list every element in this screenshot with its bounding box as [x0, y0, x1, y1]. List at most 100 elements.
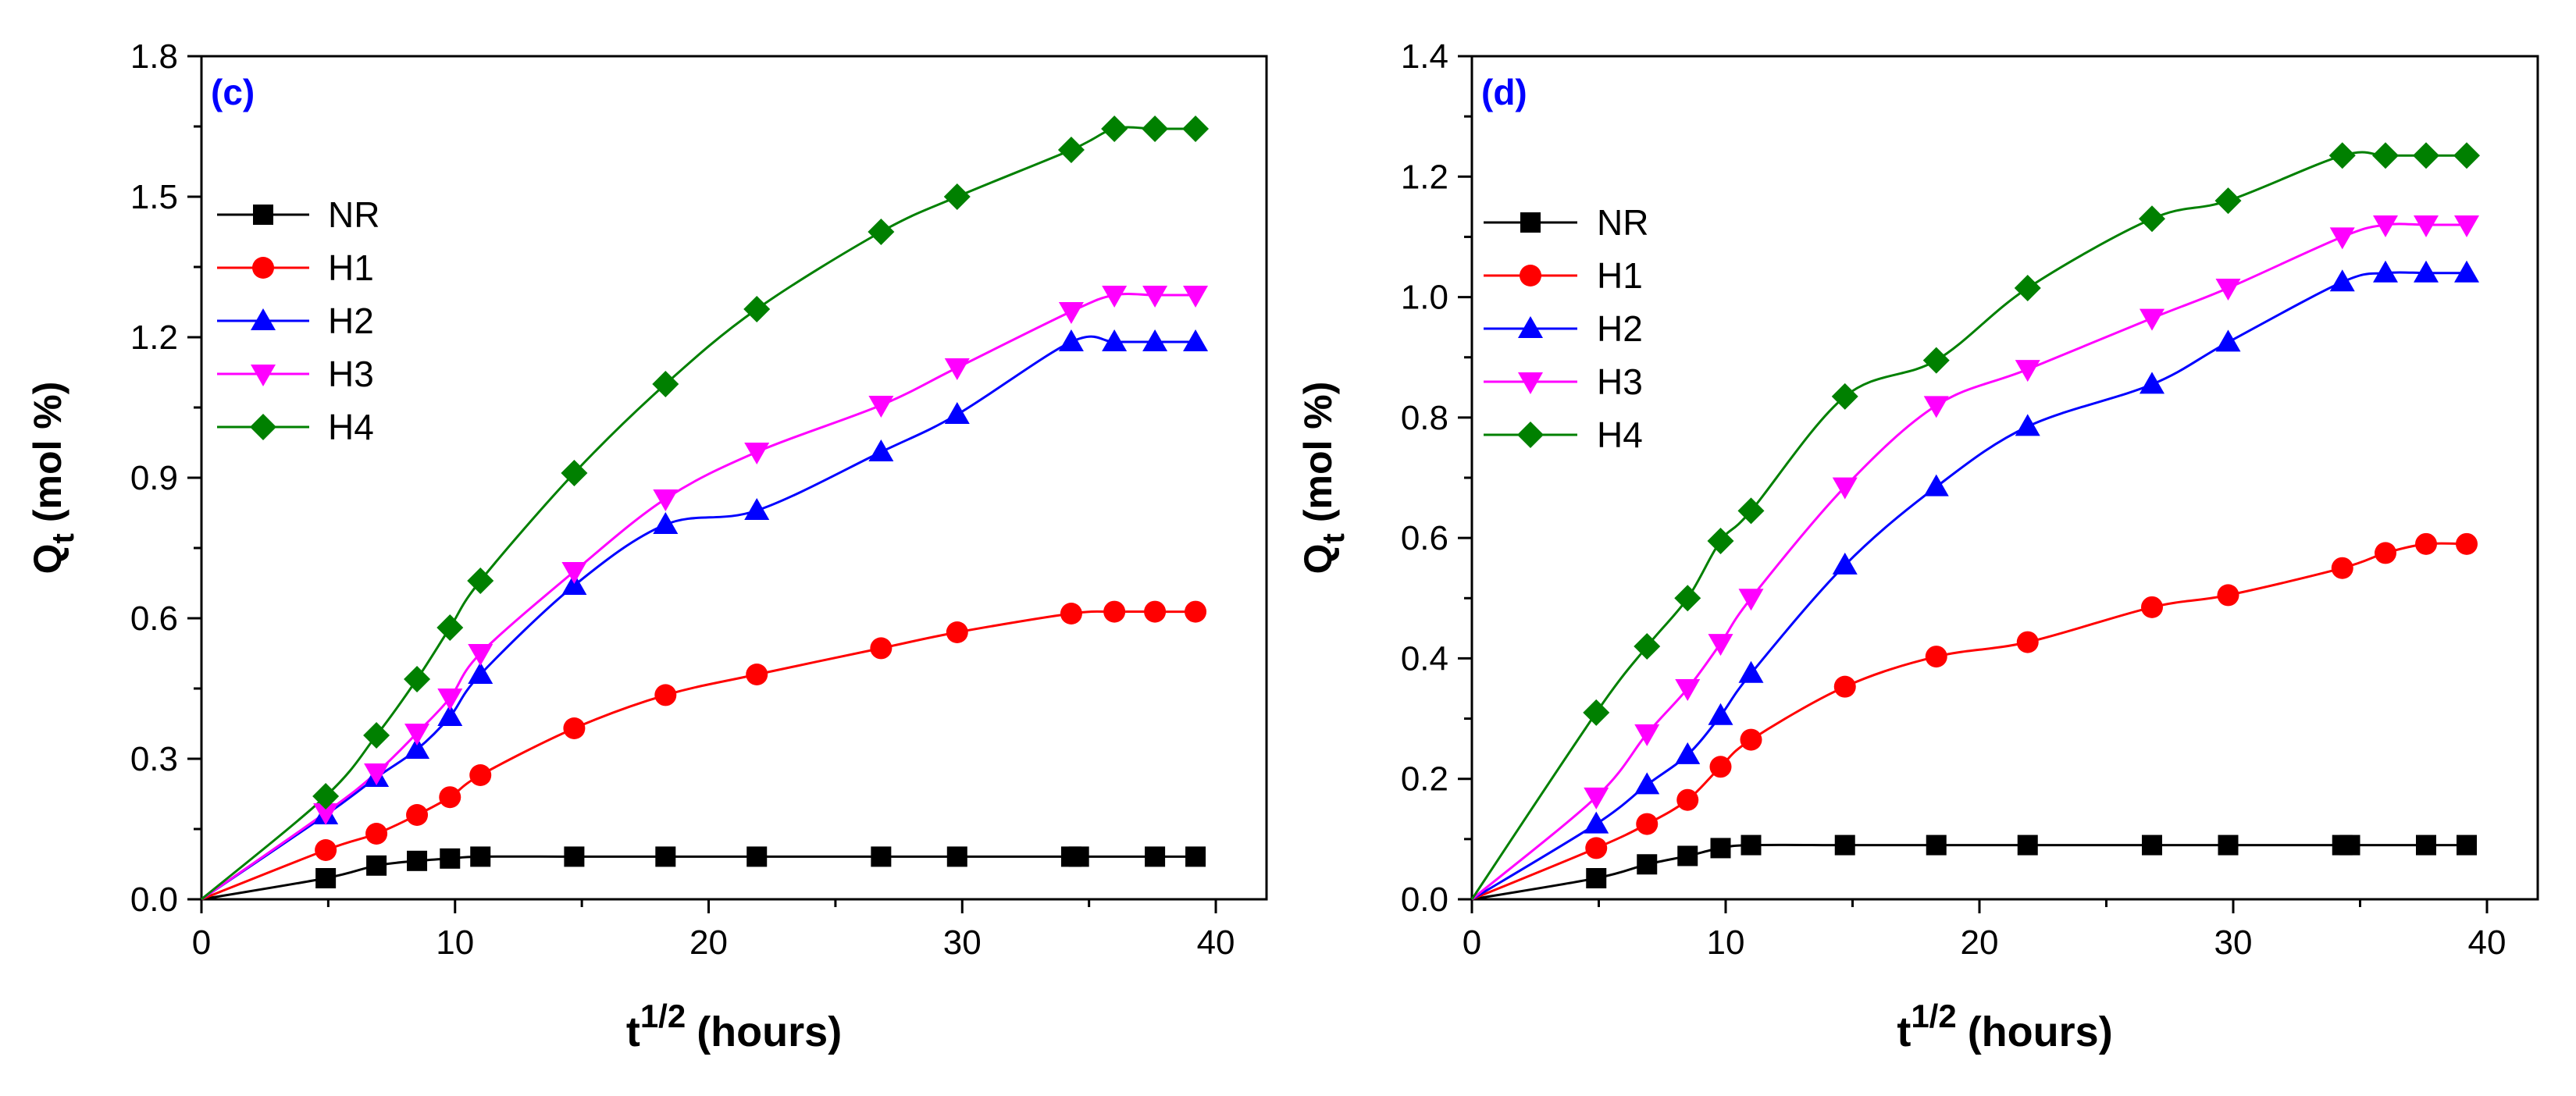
x-tick-label: 30: [943, 923, 982, 962]
legend-label-h1: H1: [1597, 255, 1643, 296]
data-point-nr: [470, 846, 491, 867]
chart-panel-0: 0 10 20 30 40 0.0 0.3 0.6 0.9 1.2 1.5 1.8 (c) NR H1 H2 H…: [26, 37, 1268, 1055]
y-tick-label: 0.0: [1401, 881, 1448, 919]
data-point-h4: [2214, 187, 2242, 215]
data-point-h4: [363, 722, 390, 749]
y-tick-label: 0.3: [130, 740, 178, 778]
data-point-h3: [1102, 286, 1128, 308]
legend-marker-h1: [252, 257, 274, 279]
data-point-nr: [1185, 846, 1206, 867]
data-point-h3: [1708, 634, 1733, 657]
data-point-nr: [1926, 834, 1947, 856]
data-point-h1: [2375, 542, 2396, 564]
y-tick-label: 0.8: [1401, 399, 1448, 437]
data-point-h2: [1832, 552, 1858, 575]
legend-label-nr: NR: [328, 194, 379, 235]
data-point-h1: [1144, 600, 1167, 623]
data-point-h2: [744, 498, 770, 520]
data-point-h1: [1676, 788, 1699, 811]
data-point-nr: [1677, 845, 1698, 866]
chart-panel-1: 0 10 20 30 40 0.0 0.2 0.4 0.6 0.8 1.0 1.2 1.4 (d) NR H1…: [1296, 37, 2539, 1055]
data-point-h2: [1675, 742, 1701, 764]
data-point-h4: [1922, 347, 1950, 374]
x-axis-title-sup: 1/2: [640, 998, 686, 1034]
data-point-nr: [946, 846, 967, 867]
data-point-h3: [2329, 227, 2355, 250]
data-point-h3: [2414, 215, 2439, 237]
data-point-nr: [746, 846, 768, 867]
data-point-h4: [467, 568, 494, 594]
data-point-nr: [1834, 834, 1855, 856]
data-point-h1: [315, 839, 337, 861]
data-point-h4: [2453, 142, 2480, 169]
data-point-h4: [652, 371, 679, 397]
data-point-h3: [1058, 302, 1084, 324]
data-point-h1: [946, 621, 968, 643]
data-point-h3: [404, 724, 430, 745]
data-point-h4: [404, 666, 431, 692]
data-point-h3: [364, 763, 390, 785]
data-point-h2: [1102, 329, 1128, 351]
data-point-h4: [1057, 137, 1085, 163]
data-point-h2: [1923, 474, 1949, 496]
data-point-h3: [561, 562, 587, 584]
data-point-h3: [1183, 286, 1209, 308]
y-tick-label: 1.0: [1401, 279, 1448, 317]
data-point-h1: [1833, 675, 1856, 698]
data-point-h1: [1103, 600, 1126, 623]
legend-marker-h1: [1520, 265, 1541, 286]
x-tick-label: 20: [1961, 923, 1999, 962]
panel-label: (d): [1481, 72, 1527, 112]
data-point-nr: [655, 846, 676, 867]
x-tick-label: 0: [1463, 923, 1481, 962]
data-point-h3: [468, 644, 493, 666]
legend-label-h2: H2: [1597, 308, 1643, 349]
data-point-h3: [653, 489, 679, 511]
data-point-nr: [2017, 834, 2038, 856]
x-tick-label: 0: [192, 923, 211, 962]
data-point-h2: [2454, 260, 2479, 283]
data-point-h4: [2372, 142, 2399, 169]
data-point-h1: [2217, 584, 2239, 607]
data-point-h3: [2373, 215, 2398, 237]
legend-label-h1: H1: [328, 247, 374, 288]
data-point-h1: [2456, 532, 2478, 555]
data-point-nr: [440, 848, 461, 869]
data-point-nr: [1145, 846, 1166, 867]
data-point-h2: [2373, 260, 2398, 283]
legend-label-h3: H3: [328, 354, 374, 394]
data-point-h4: [312, 783, 340, 810]
data-point-h3: [437, 689, 463, 710]
data-point-h1: [1185, 600, 1207, 623]
data-point-h1: [654, 684, 677, 706]
legend-marker-nr: [253, 205, 273, 225]
data-point-nr: [1586, 868, 1607, 888]
legend-marker-h3: [251, 365, 276, 386]
data-point-h2: [437, 704, 463, 726]
x-axis-title-unit: (hours): [697, 1009, 842, 1055]
y-tick-label: 1.2: [1401, 158, 1448, 196]
data-point-nr: [407, 850, 428, 871]
data-point-h1: [469, 764, 492, 786]
data-point-h4: [1101, 116, 1128, 142]
x-axis-title: t1/2 (hours): [626, 998, 842, 1055]
data-point-h3: [2015, 360, 2040, 383]
data-point-h4: [1634, 633, 1661, 660]
data-point-h2: [2140, 372, 2164, 394]
data-point-h4: [561, 460, 588, 486]
data-point-h4: [2139, 205, 2165, 233]
data-point-h2: [468, 662, 493, 684]
y-tick-label: 1.5: [130, 178, 178, 216]
legend: NR H1 H2 H3 H4: [217, 194, 379, 447]
data-point-h2: [1708, 703, 1733, 725]
y-axis-title-unit: (mol %): [26, 382, 69, 523]
data-point-h3: [944, 358, 970, 380]
y-tick-label: 0.0: [130, 881, 178, 919]
data-point-h1: [2415, 532, 2437, 555]
data-point-h1: [1585, 837, 1608, 859]
y-tick-label: 0.2: [1401, 760, 1448, 799]
y-axis-title-main: Q: [26, 543, 69, 574]
legend-label-nr: NR: [1597, 202, 1648, 243]
